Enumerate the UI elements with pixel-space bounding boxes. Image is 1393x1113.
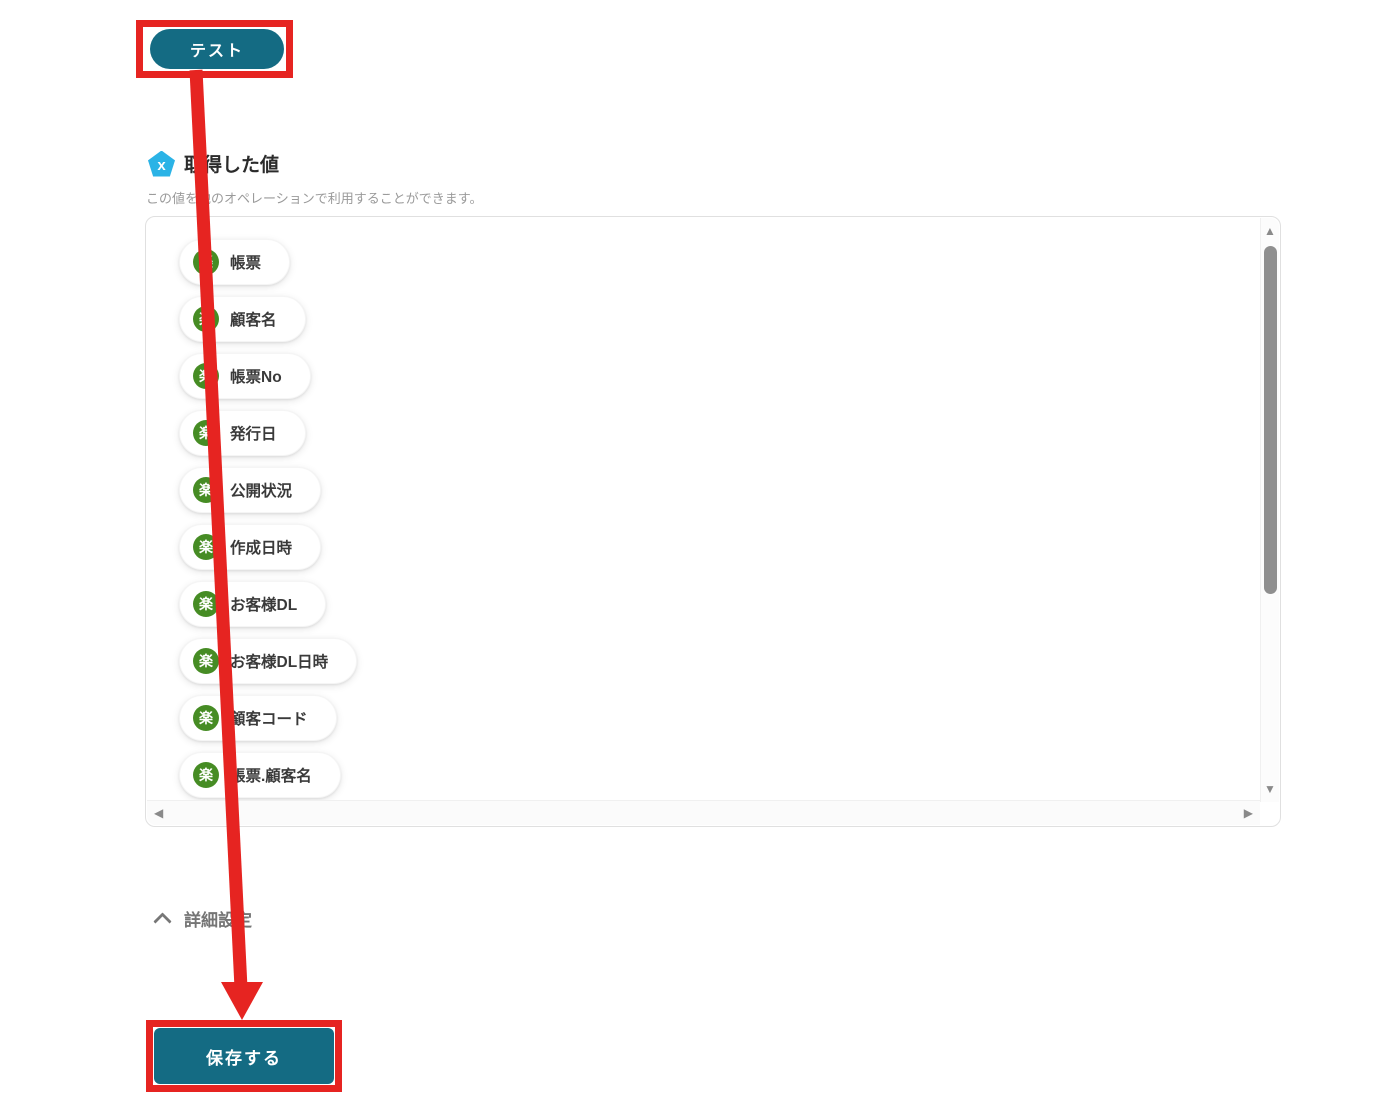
value-chip[interactable]: 楽帳票 <box>179 239 291 285</box>
value-chip[interactable]: 楽帳票No <box>179 353 311 399</box>
rakuraku-service-icon: 楽 <box>193 591 219 617</box>
scroll-down-icon[interactable]: ▼ <box>1264 782 1276 796</box>
pentagon-x-icon: x <box>148 150 175 177</box>
value-chip[interactable]: 楽お客様DL日時 <box>179 638 358 684</box>
vertical-scrollbar[interactable]: ▲ ▼ <box>1260 218 1279 802</box>
value-chip-label: 顧客コード <box>230 711 308 728</box>
value-chip-label: 帳票No <box>230 369 282 386</box>
rakuraku-service-icon: 楽 <box>193 477 219 503</box>
value-chip-label: 顧客名 <box>230 312 277 329</box>
value-chip[interactable]: 楽作成日時 <box>179 524 322 570</box>
value-chip-label: お客様DL <box>230 597 298 614</box>
rakuraku-service-icon: 楽 <box>193 249 219 275</box>
section-subtitle: この値を他のオペレーションで利用することができます。 <box>146 191 483 206</box>
rakuraku-service-icon: 楽 <box>193 762 219 788</box>
scroll-right-icon[interactable]: ▶ <box>1243 806 1253 820</box>
value-chip[interactable]: 楽顧客コード <box>179 695 337 741</box>
test-button[interactable]: テスト <box>150 29 284 69</box>
scroll-left-icon[interactable]: ◀ <box>154 806 164 820</box>
rakuraku-service-icon: 楽 <box>193 306 219 332</box>
vertical-scrollbar-thumb[interactable] <box>1264 246 1277 594</box>
value-chip[interactable]: 楽公開状況 <box>179 467 322 513</box>
retrieved-values-header: x 取得した値 <box>148 150 279 177</box>
value-chip[interactable]: 楽帳票.顧客名 <box>179 752 341 798</box>
save-button[interactable]: 保存する <box>154 1028 334 1084</box>
scroll-up-icon[interactable]: ▲ <box>1264 224 1276 238</box>
value-chip-label: 帳票.顧客名 <box>230 768 312 785</box>
value-chip-label: 作成日時 <box>230 540 293 557</box>
advanced-settings-label: 詳細設定 <box>184 911 252 930</box>
rakuraku-service-icon: 楽 <box>193 534 219 560</box>
chips-list: 楽帳票楽顧客名楽帳票No 楽発行日楽公開状況楽作成日時楽お客様DL 楽お客様DL日時… <box>179 239 358 798</box>
value-chip[interactable]: 楽お客様DL <box>179 581 327 627</box>
value-chip-label: 帳票 <box>230 255 262 272</box>
rakuraku-service-icon: 楽 <box>193 420 219 446</box>
retrieved-values-panel: 楽帳票楽顧客名楽帳票No 楽発行日楽公開状況楽作成日時楽お客様DL 楽お客様DL日時… <box>145 216 1281 827</box>
value-chip-label: 公開状況 <box>230 483 293 500</box>
value-chip[interactable]: 楽顧客名 <box>179 296 306 342</box>
values-scroll-area: 楽帳票楽顧客名楽帳票No 楽発行日楽公開状況楽作成日時楽お客様DL 楽お客様DL日時… <box>146 217 1260 800</box>
section-title: 取得した値 <box>184 155 280 176</box>
horizontal-scrollbar[interactable]: ◀ ▶ <box>147 800 1260 825</box>
rakuraku-service-icon: 楽 <box>193 648 219 674</box>
advanced-settings-toggle[interactable]: 詳細設定 <box>153 906 252 931</box>
value-chip[interactable]: 楽発行日 <box>179 410 306 456</box>
value-chip-label: お客様DL日時 <box>230 654 329 671</box>
rakuraku-service-icon: 楽 <box>193 363 219 389</box>
rakuraku-service-icon: 楽 <box>193 705 219 731</box>
value-chip-label: 発行日 <box>230 426 277 443</box>
chevron-up-icon <box>153 912 172 931</box>
